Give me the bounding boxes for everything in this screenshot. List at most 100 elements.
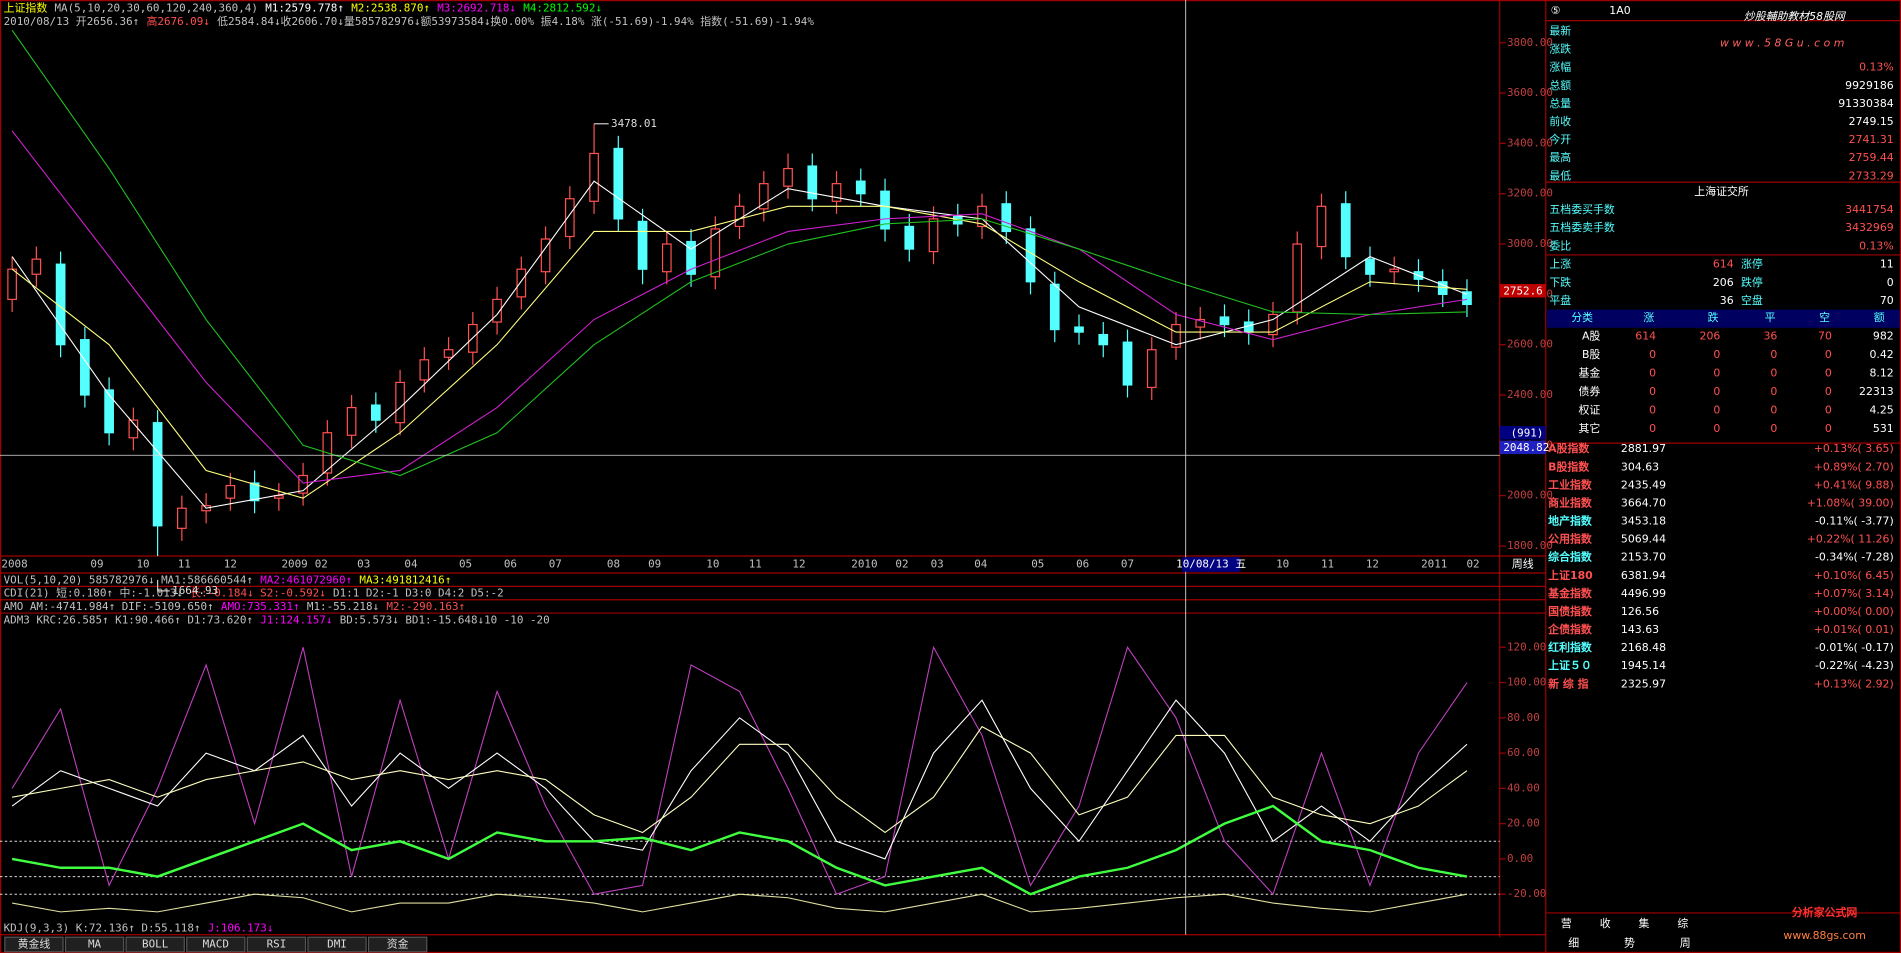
breadth-label: 涨停 xyxy=(1741,257,1763,271)
time-label: 04 xyxy=(404,558,418,571)
current-price: 2752.6 xyxy=(1503,284,1542,297)
index-change: -0.34%( -7.28) xyxy=(1815,551,1894,564)
tab-label[interactable]: RSI xyxy=(267,937,287,950)
tab-label[interactable]: MACD xyxy=(203,937,229,950)
table-cell: 36 xyxy=(1763,329,1777,342)
info-segment: MA3:491812416↑ xyxy=(359,573,451,586)
candle-body xyxy=(661,243,672,273)
tab-label[interactable]: MA xyxy=(88,937,102,950)
index-change: +0.22%( 11.26) xyxy=(1807,533,1894,546)
candle-body xyxy=(734,205,745,228)
side-tab[interactable]: 集 xyxy=(1639,916,1650,930)
candle-body xyxy=(564,198,575,238)
quote-label: 总额 xyxy=(1549,78,1571,92)
side-tab[interactable]: 营 xyxy=(1561,916,1572,930)
tab[interactable] xyxy=(125,936,185,953)
time-label: 02 xyxy=(1466,558,1479,571)
table-cell: 0 xyxy=(1825,404,1832,417)
side-tab[interactable]: 周 xyxy=(1680,936,1691,949)
quote-label: 涨跌 xyxy=(1549,42,1571,56)
breadth-label: 空盘 xyxy=(1741,293,1763,307)
table-cell: 0 xyxy=(1825,348,1832,361)
tab-label[interactable]: 资金 xyxy=(387,936,409,950)
info-segment: 高2676.09↓ xyxy=(146,14,209,28)
breadth-label: 下跌 xyxy=(1549,275,1571,289)
time-label: 05 xyxy=(1031,558,1044,571)
side-tab[interactable]: 势 xyxy=(1624,936,1635,949)
time-label: 11 xyxy=(749,558,762,571)
badge: ⑤ xyxy=(1551,4,1561,17)
tab-label[interactable]: BOLL xyxy=(142,937,169,950)
candle-body xyxy=(807,165,818,200)
time-label: 04 xyxy=(974,558,988,571)
time-label: 11 xyxy=(178,558,191,571)
tab[interactable] xyxy=(367,936,428,953)
candle-body xyxy=(540,238,551,273)
cross-time: 10/08/13 五 xyxy=(1176,558,1246,571)
candle-body xyxy=(1292,243,1303,313)
info-segment: VOL(5,10,20) 585782976↓ MA1:586660544↑ xyxy=(4,573,253,586)
table-cell: 0 xyxy=(1713,404,1720,417)
tab[interactable] xyxy=(186,936,246,953)
tab-label[interactable]: DMI xyxy=(327,937,347,950)
tab-label[interactable]: 黄金线 xyxy=(18,936,51,950)
order-label: 五档委买手数 xyxy=(1549,202,1614,216)
table-cell: 206 xyxy=(1700,329,1721,342)
quote-value: 2749.15 xyxy=(1849,115,1894,128)
time-label: 09 xyxy=(90,558,103,571)
index-name: 工业指数 xyxy=(1548,477,1592,491)
tab[interactable] xyxy=(246,936,307,953)
site-name: 分析家公式网 xyxy=(1792,905,1857,919)
candle-body xyxy=(686,240,696,275)
table-cell: 614 xyxy=(1635,329,1656,342)
quote-label: 总量 xyxy=(1549,96,1571,110)
index-name: 综合指数 xyxy=(1548,550,1592,564)
side-tab[interactable]: 收 xyxy=(1600,916,1611,930)
side-tab[interactable]: 细 xyxy=(1568,936,1579,949)
quote-label: 前收 xyxy=(1549,114,1571,128)
index-value: 143.63 xyxy=(1621,623,1659,636)
index-value: 126.56 xyxy=(1621,605,1659,618)
label-box xyxy=(1499,440,1546,455)
breadth-value: 36 xyxy=(1720,294,1734,307)
table-cell: 0 xyxy=(1770,366,1777,379)
table-cell: 0 xyxy=(1649,404,1656,417)
index-value: 1945.14 xyxy=(1621,659,1666,672)
table-cell: 基金 xyxy=(1579,365,1601,379)
candle-body xyxy=(1098,334,1109,346)
index-name: 红利指数 xyxy=(1548,640,1592,654)
index-name: 地产指数 xyxy=(1548,514,1592,528)
index-value: 2153.70 xyxy=(1621,551,1666,564)
index-change: -0.01%( -0.17) xyxy=(1815,641,1894,654)
time-label: 03 xyxy=(931,558,944,571)
index-value: 304.63 xyxy=(1621,460,1659,473)
time-label: 02 xyxy=(315,558,328,571)
candle-body xyxy=(225,484,236,499)
time-label: 12 xyxy=(1366,558,1379,571)
candle-body xyxy=(904,225,915,250)
tab[interactable] xyxy=(64,936,125,953)
candle-body xyxy=(637,220,648,270)
y-tick-label: 2600.00 xyxy=(1507,338,1553,351)
index-name: 上证180 xyxy=(1548,568,1593,582)
candle-body xyxy=(492,298,502,323)
candle-body xyxy=(589,152,599,202)
candle-body xyxy=(443,349,454,358)
y-tick-label: 20.00 xyxy=(1507,817,1540,830)
ma-line xyxy=(11,130,1468,484)
order-label: 五档委卖手数 xyxy=(1549,220,1614,234)
exchange: 上海证交所 xyxy=(1694,184,1749,198)
y-tick-label: 80.00 xyxy=(1507,711,1540,724)
tab[interactable] xyxy=(307,936,367,953)
y-tick-label: 3800.00 xyxy=(1507,36,1553,49)
index-name: 企债指数 xyxy=(1547,622,1592,636)
side-tab[interactable]: 综 xyxy=(1677,916,1688,930)
table-cell: 0 xyxy=(1649,366,1656,379)
tab[interactable] xyxy=(4,936,64,953)
info-segment: 低2584.84↓收2606.70↓量585782976↓额53973584↓换… xyxy=(217,14,814,28)
quote-label: 涨幅 xyxy=(1549,61,1571,74)
time-label: 2009 xyxy=(281,558,307,571)
low-annotation: 1664.93 xyxy=(172,584,218,597)
table-header: 空 xyxy=(1819,310,1830,324)
